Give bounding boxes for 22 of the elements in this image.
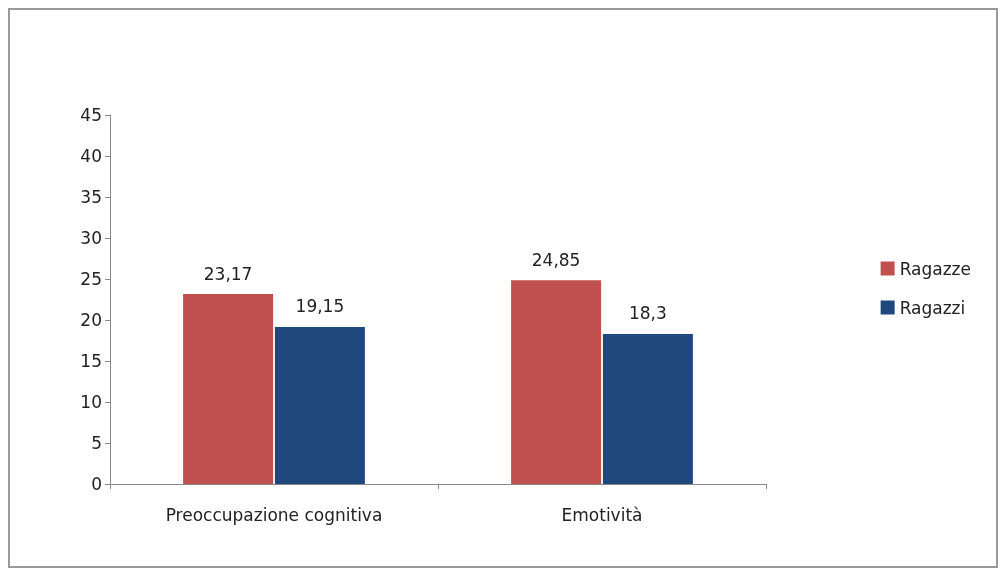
y-tick-label: 20 — [80, 310, 102, 330]
y-tick-label: 15 — [80, 351, 102, 371]
x-tick-label: Emotività — [561, 504, 643, 525]
y-tick-label: 45 — [80, 105, 102, 125]
x-tick-label: Preoccupazione cognitiva — [165, 504, 383, 525]
y-tick-label: 40 — [80, 146, 102, 166]
y-tick-label: 5 — [91, 433, 102, 453]
bar — [602, 333, 693, 484]
bar — [183, 294, 274, 484]
y-tick-label: 30 — [80, 228, 102, 248]
legend-label: Ragazze — [899, 258, 971, 279]
bar — [274, 326, 365, 484]
y-tick-label: 25 — [80, 269, 102, 289]
data-label: 23,17 — [203, 263, 253, 284]
y-tick-label: 35 — [80, 187, 102, 207]
y-tick-label: 10 — [80, 392, 102, 412]
data-label: 24,85 — [531, 249, 581, 270]
legend-label: Ragazzi — [899, 297, 966, 318]
y-tick-label: 0 — [91, 474, 102, 494]
data-label: 19,15 — [295, 296, 345, 317]
data-label: 18,3 — [628, 303, 667, 324]
bar — [511, 280, 602, 484]
